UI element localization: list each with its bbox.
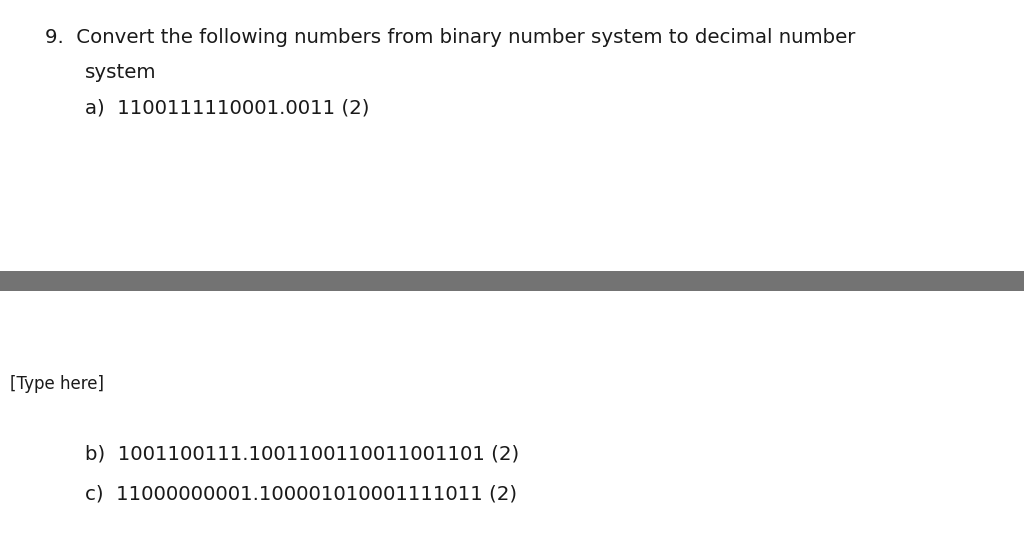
Text: system: system: [85, 63, 157, 82]
Bar: [0, 271, 1024, 291]
Text: b)  1001100111.1001100110011001101 (2): b) 1001100111.1001100110011001101 (2): [85, 445, 519, 464]
Text: 9.  Convert the following numbers from binary number system to decimal number: 9. Convert the following numbers from bi…: [45, 28, 855, 47]
Text: c)  11000000001.100001010001111011 (2): c) 11000000001.100001010001111011 (2): [85, 485, 517, 504]
Text: [Type here]: [Type here]: [10, 375, 104, 393]
Text: a)  1100111110001.0011 (2): a) 1100111110001.0011 (2): [85, 98, 370, 117]
